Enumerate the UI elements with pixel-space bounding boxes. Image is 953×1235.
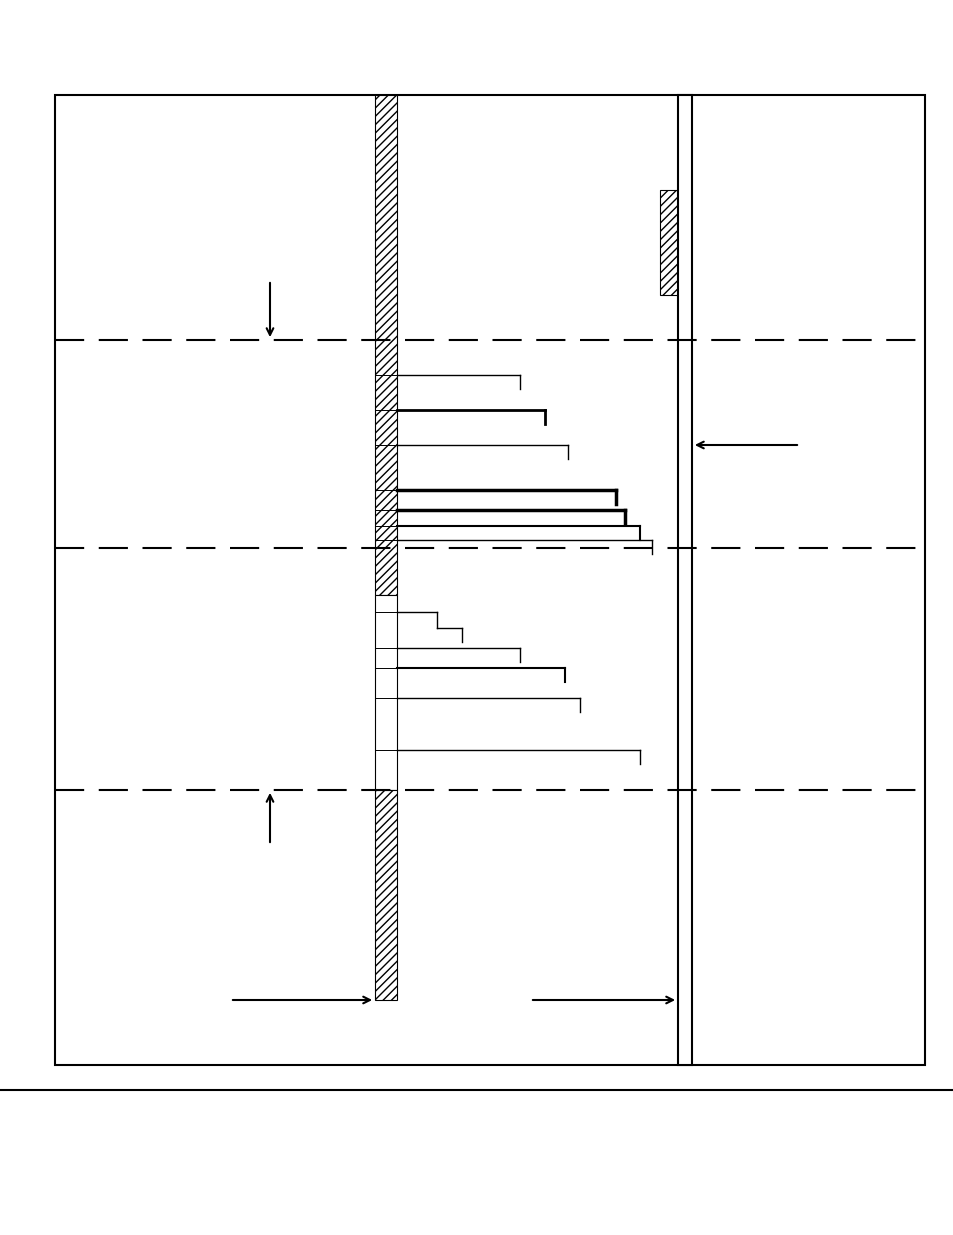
Bar [375,95,396,595]
Bar [678,95,691,1065]
Bar [375,595,396,790]
Bar [659,190,678,295]
Bar [375,790,396,1000]
Bar [55,95,924,1065]
